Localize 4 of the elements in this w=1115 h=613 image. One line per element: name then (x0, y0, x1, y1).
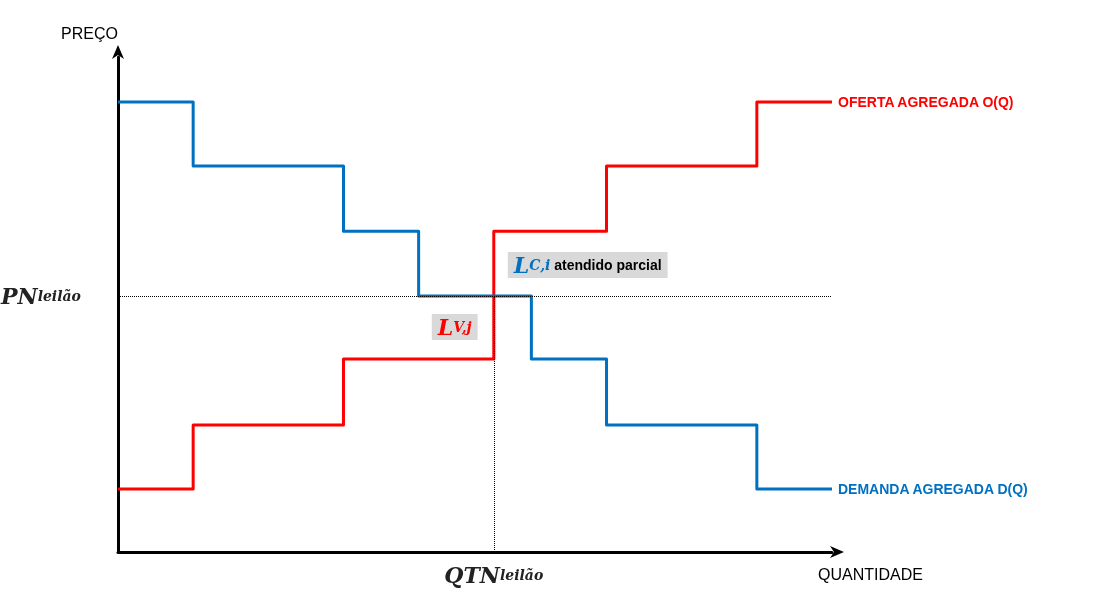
y-axis-title: PREÇO (61, 24, 118, 42)
x-axis-title: QUANTIDADE (818, 565, 923, 583)
series-label: DEMANDA AGREGADA D(Q) (838, 481, 1028, 497)
series-label: OFERTA AGREGADA O(Q) (838, 94, 1014, 110)
